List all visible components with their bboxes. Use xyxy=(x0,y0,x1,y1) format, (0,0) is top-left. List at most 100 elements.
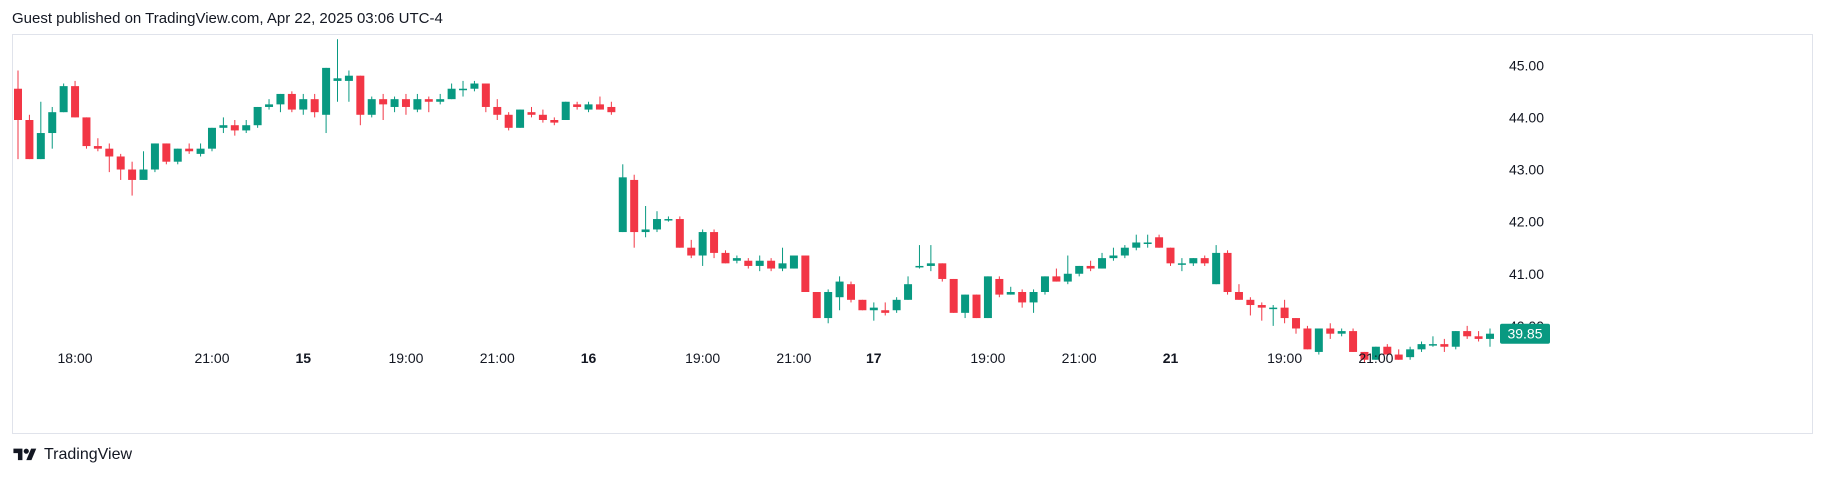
candle-body xyxy=(1098,258,1107,269)
candle xyxy=(25,114,34,160)
candle xyxy=(904,276,913,300)
candle xyxy=(93,138,102,152)
candle xyxy=(14,70,22,160)
candle-body xyxy=(550,120,559,123)
candle-body xyxy=(1406,349,1415,358)
candle xyxy=(584,101,593,113)
candle-body xyxy=(116,156,125,170)
candle-body xyxy=(687,247,696,256)
candle xyxy=(1417,341,1426,352)
candle xyxy=(493,99,502,120)
candle-body xyxy=(424,99,433,102)
price-tick-label: 42.00 xyxy=(1509,214,1544,230)
candle-body xyxy=(1394,354,1403,360)
candle xyxy=(1166,247,1175,266)
candle xyxy=(538,109,547,123)
candle-body xyxy=(504,114,513,128)
candle-body xyxy=(162,143,171,162)
time-tick-label: 17 xyxy=(866,350,882,366)
candle xyxy=(607,101,616,115)
candle xyxy=(835,276,844,311)
candle-body xyxy=(516,109,525,128)
candle xyxy=(789,255,798,269)
candle-body xyxy=(1132,242,1141,248)
candle xyxy=(276,93,285,113)
last-price-badge xyxy=(1500,323,1550,344)
candle xyxy=(1486,328,1494,347)
candle-body xyxy=(470,83,479,89)
candle xyxy=(1189,258,1198,266)
candle-body xyxy=(493,106,502,115)
candle xyxy=(185,143,194,154)
candle xyxy=(675,216,684,248)
candle xyxy=(242,120,251,134)
candle xyxy=(265,99,274,110)
candle xyxy=(915,245,924,269)
price-tick-label: 44.00 xyxy=(1509,109,1544,125)
candle-body xyxy=(139,169,148,180)
candle xyxy=(1451,331,1460,350)
candle-body xyxy=(915,265,924,268)
footer-brand-label: TradingView xyxy=(44,446,133,463)
candle xyxy=(1223,250,1232,295)
candle-body xyxy=(299,99,308,110)
candle-body xyxy=(1189,258,1198,264)
candle xyxy=(459,80,468,97)
candle xyxy=(1052,268,1061,282)
candle-body xyxy=(1314,328,1323,352)
candle xyxy=(150,143,159,173)
candle-body xyxy=(664,219,673,221)
candle-body xyxy=(1383,346,1392,355)
candle-body xyxy=(1052,276,1061,282)
candle xyxy=(1474,331,1483,342)
candle-body xyxy=(630,179,639,233)
candle xyxy=(949,278,958,313)
candle xyxy=(732,255,741,264)
candle xyxy=(516,109,525,128)
candle-body xyxy=(276,93,285,105)
candle xyxy=(1018,289,1027,308)
candles-layer xyxy=(14,39,1494,363)
candle-body xyxy=(1234,292,1243,300)
candle xyxy=(1029,289,1038,313)
footer-brand[interactable]: TradingView xyxy=(12,446,132,464)
candle xyxy=(1098,252,1107,269)
candle-body xyxy=(710,232,719,253)
candle-body xyxy=(1417,344,1426,350)
candle-body xyxy=(1109,255,1118,259)
candle-body xyxy=(253,106,262,126)
candle-body xyxy=(367,99,376,115)
candle-body xyxy=(242,125,251,131)
candle-body xyxy=(801,255,810,292)
candle-body xyxy=(1463,331,1472,337)
candle-body xyxy=(1280,307,1289,319)
candle xyxy=(162,143,171,165)
candle-body xyxy=(607,106,616,113)
candle xyxy=(1269,305,1278,326)
candle xyxy=(504,112,513,131)
candle xyxy=(1349,328,1358,352)
candle xyxy=(858,299,867,311)
candle-body xyxy=(561,101,570,120)
candle xyxy=(71,80,80,118)
candle xyxy=(926,245,935,272)
candle xyxy=(1132,234,1141,251)
candle-body xyxy=(196,148,205,154)
candle xyxy=(1383,344,1392,355)
candle xyxy=(1440,338,1449,352)
candle-body xyxy=(653,219,662,230)
candle-body xyxy=(1212,252,1221,285)
candle xyxy=(401,93,410,115)
candle-body xyxy=(1486,333,1494,339)
candle xyxy=(641,206,650,238)
time-tick-label: 19:00 xyxy=(970,350,1005,366)
candle xyxy=(230,120,239,136)
candle-body xyxy=(1006,292,1015,295)
candle-body xyxy=(390,99,399,107)
candle xyxy=(1314,328,1323,355)
candle-body xyxy=(983,276,992,319)
candle-body xyxy=(744,260,753,266)
candle-body xyxy=(36,133,45,160)
candle-body xyxy=(379,99,388,105)
